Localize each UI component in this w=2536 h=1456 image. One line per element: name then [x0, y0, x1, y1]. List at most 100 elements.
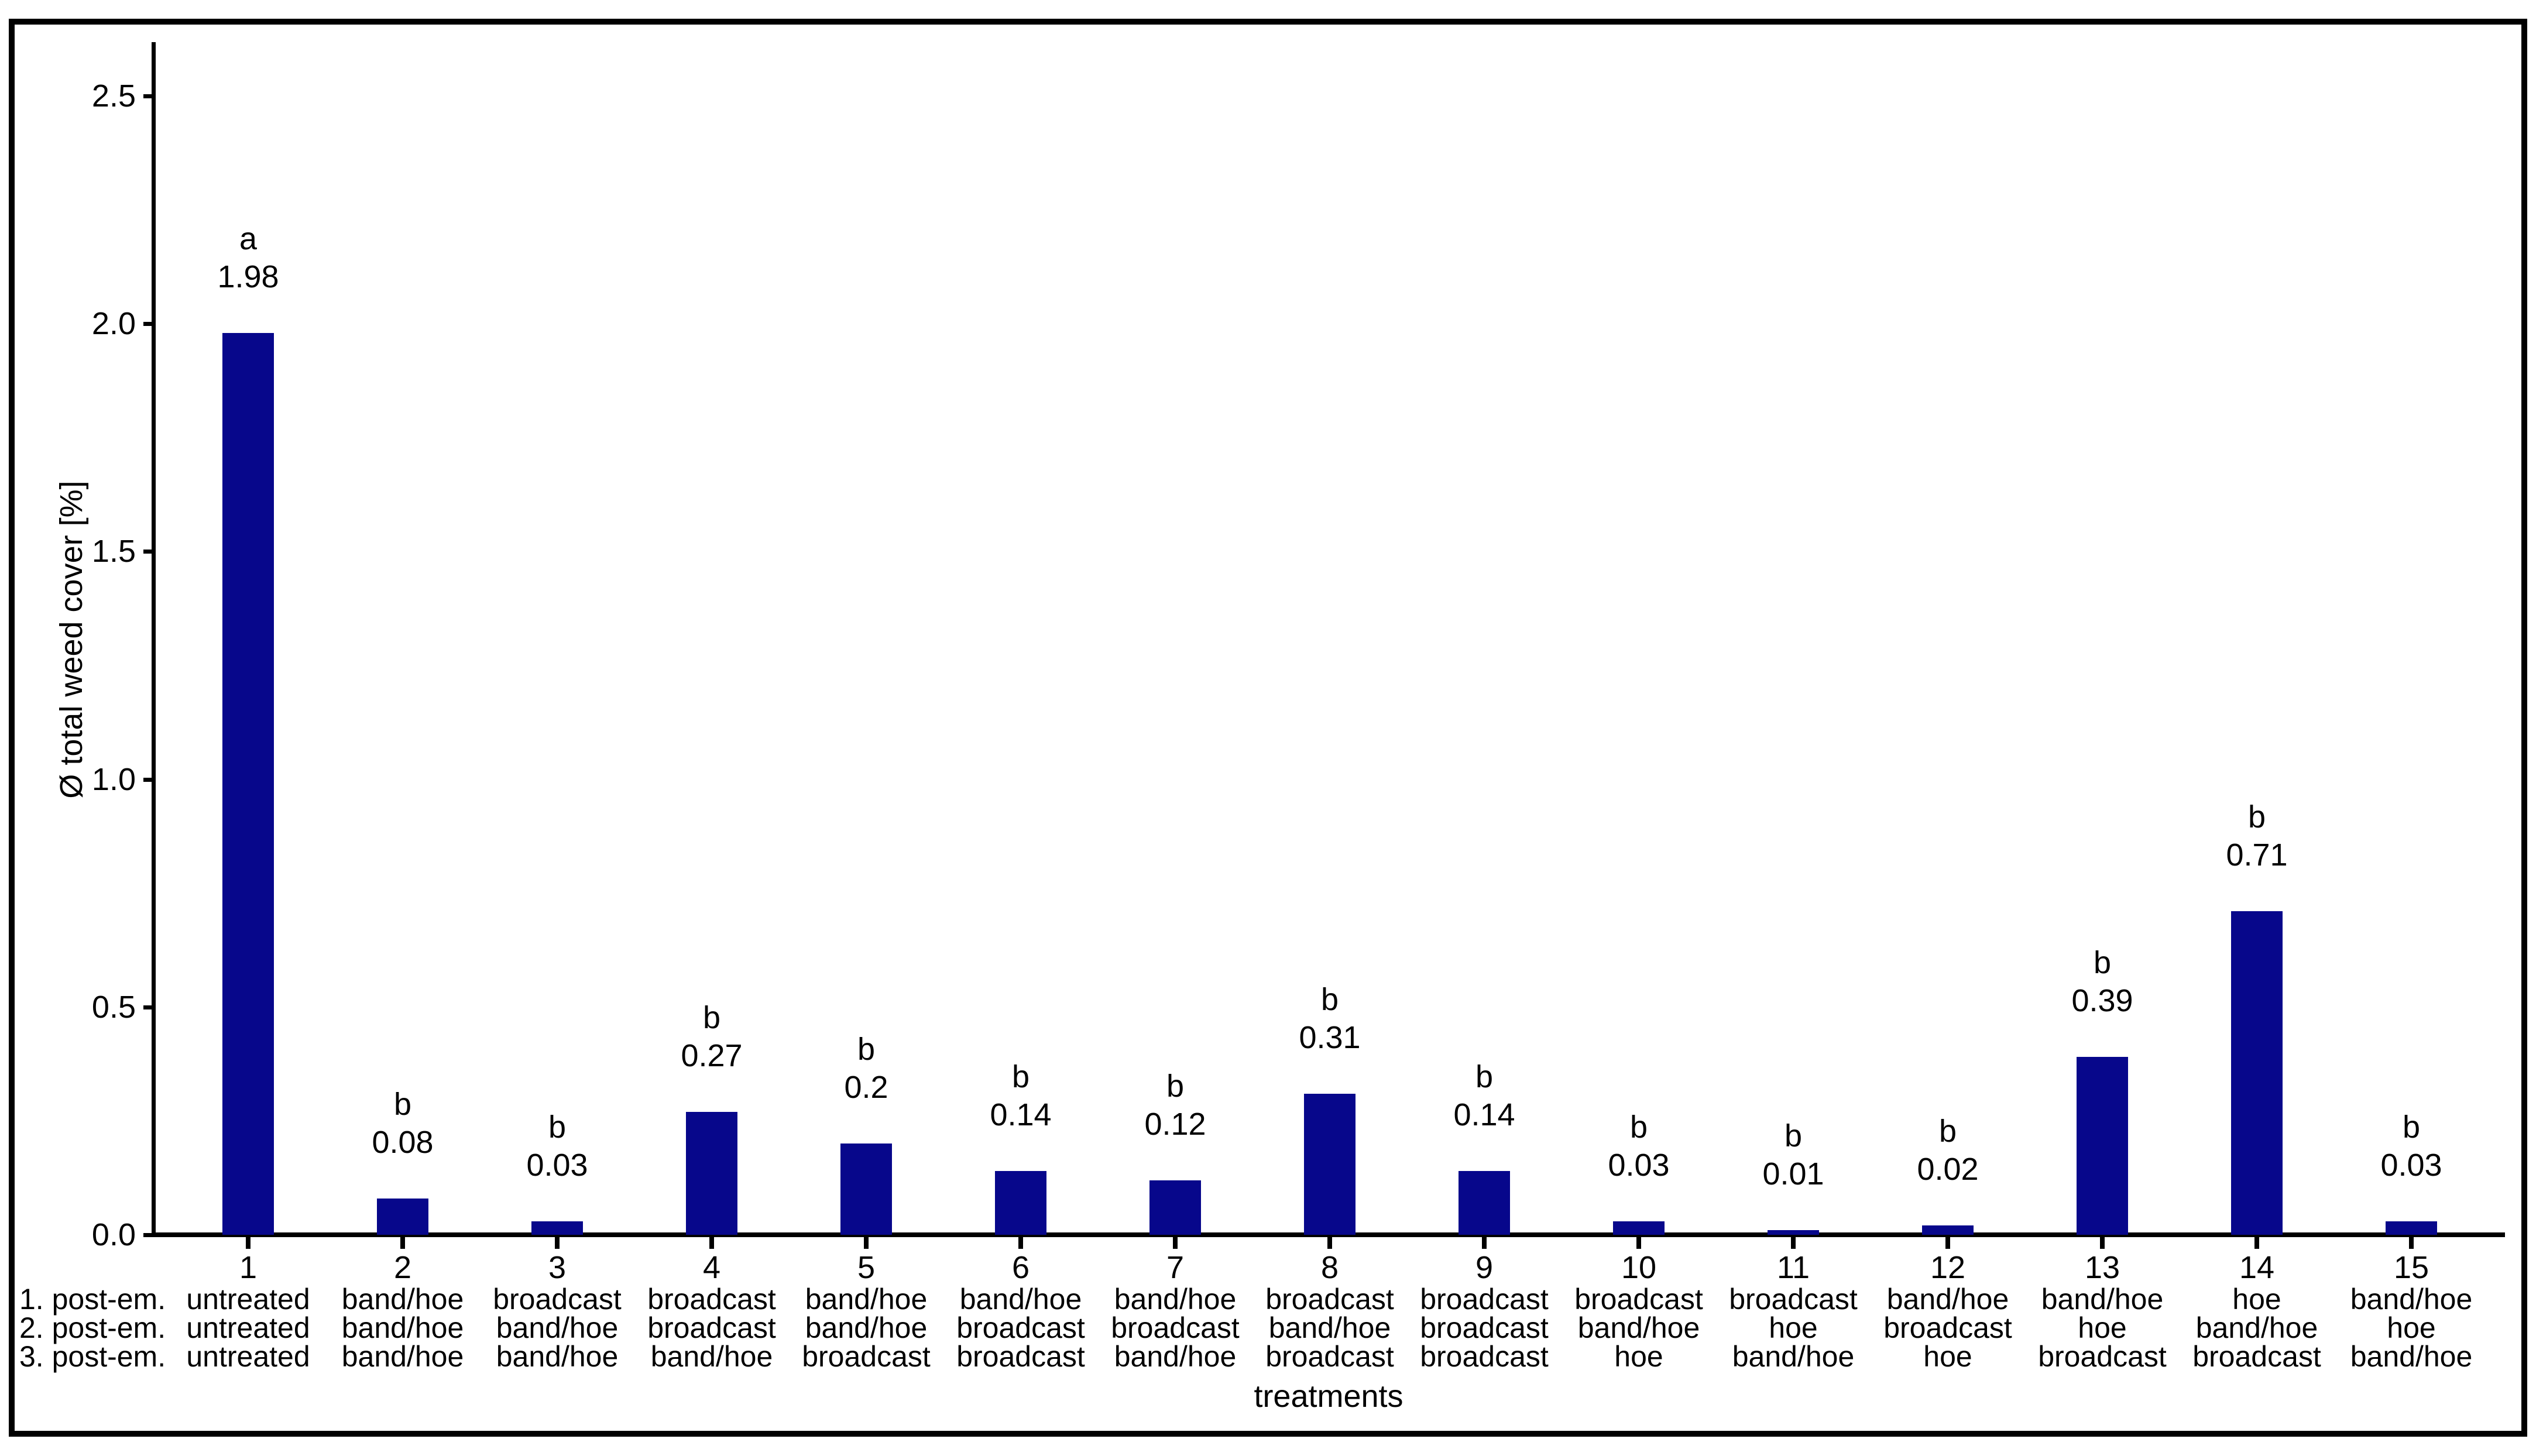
- treatment-row-label: untreated: [186, 1340, 310, 1373]
- significance-letter: b: [702, 1000, 721, 1035]
- x-tick-label: 9: [1475, 1250, 1494, 1285]
- x-tick-label: 10: [1621, 1250, 1657, 1285]
- bar-value-label: 0.02: [1917, 1152, 1979, 1187]
- significance-letter: b: [1475, 1059, 1494, 1094]
- treatment-row-label: hoe: [1923, 1340, 1972, 1373]
- treatment-row-label: band/hoe: [496, 1311, 619, 1344]
- bar: [1459, 1171, 1510, 1235]
- treatment-row-label: broadcast: [2192, 1340, 2321, 1373]
- treatment-row-label: hoe: [2232, 1283, 2281, 1316]
- bar-annotation: a 1.98: [160, 220, 336, 296]
- y-tick-mark: [143, 1005, 153, 1009]
- bar: [1768, 1230, 1819, 1235]
- bar-annotation: b 0.03: [2324, 1108, 2499, 1184]
- bar: [377, 1199, 428, 1235]
- bar-annotation: b 0.03: [469, 1108, 645, 1184]
- bar: [2231, 911, 2283, 1235]
- treatment-row-label: band/hoe: [650, 1340, 773, 1373]
- bar: [1613, 1221, 1665, 1235]
- y-tick-mark: [143, 550, 153, 554]
- treatment-row-label: broadcast: [802, 1340, 931, 1373]
- x-tick-label: 11: [1776, 1250, 1810, 1285]
- bar: [1922, 1225, 1974, 1235]
- treatment-row-label: broadcast: [956, 1340, 1085, 1373]
- x-tick-mark: [2409, 1237, 2414, 1249]
- significance-letter: b: [2402, 1110, 2421, 1145]
- treatment-row-label: band/hoe: [805, 1283, 928, 1316]
- treatment-row-label: untreated: [186, 1311, 310, 1344]
- bar-annotation: b 0.2: [778, 1031, 954, 1107]
- treatment-row-label: band/hoe: [2041, 1283, 2164, 1316]
- bar-value-label: 0.03: [1608, 1148, 1670, 1183]
- x-tick-label: 15: [2393, 1250, 2429, 1285]
- significance-letter: b: [1784, 1118, 1803, 1153]
- bar-annotation: b 0.12: [1087, 1067, 1263, 1143]
- x-tick-mark: [2100, 1237, 2105, 1249]
- treatment-row-label: untreated: [186, 1283, 310, 1316]
- x-tick-mark: [555, 1237, 560, 1249]
- x-tick-label: 6: [1011, 1250, 1030, 1285]
- x-tick-mark: [1791, 1237, 1796, 1249]
- treatment-row-label: broadcast: [1420, 1283, 1549, 1316]
- bar-value-label: 0.31: [1299, 1020, 1361, 1055]
- treatment-row-label: band/hoe: [1114, 1340, 1237, 1373]
- treatment-row-label: hoe: [2078, 1311, 2127, 1344]
- bar: [995, 1171, 1046, 1235]
- y-axis-line: [152, 42, 156, 1237]
- treatment-row-label: band/hoe: [2350, 1340, 2473, 1373]
- x-tick-mark: [1018, 1237, 1023, 1249]
- row-header-post-em-1: 1. post-em.: [19, 1283, 166, 1316]
- y-tick-label: 1.0: [91, 762, 136, 797]
- treatment-row-label: broadcast: [1420, 1340, 1549, 1373]
- bar-annotation: b 0.14: [1396, 1058, 1572, 1134]
- bar-value-label: 1.98: [217, 259, 279, 294]
- treatment-row-label: broadcast: [1883, 1311, 2012, 1344]
- treatment-row-label: broadcast: [1729, 1283, 1858, 1316]
- bar-value-label: 0.03: [2380, 1148, 2442, 1183]
- x-tick-label: 4: [702, 1250, 721, 1285]
- significance-letter: b: [1166, 1069, 1185, 1104]
- significance-letter: b: [1011, 1059, 1030, 1094]
- bar-value-label: 0.27: [681, 1038, 743, 1073]
- treatment-row-label: broadcast: [1265, 1340, 1394, 1373]
- treatment-row-label: band/hoe: [341, 1311, 464, 1344]
- significance-letter: b: [393, 1087, 412, 1122]
- treatment-row-label: broadcast: [1574, 1283, 1703, 1316]
- treatment-row-label: band/hoe: [1732, 1340, 1855, 1373]
- significance-letter: b: [548, 1110, 567, 1145]
- x-axis-title: treatments: [1254, 1379, 1403, 1414]
- treatment-row-label: hoe: [2387, 1311, 2436, 1344]
- bar-value-label: 0.03: [526, 1148, 588, 1183]
- bar-value-label: 0.14: [990, 1097, 1052, 1132]
- bar-annotation: b 0.27: [624, 999, 799, 1075]
- treatment-row-label: band/hoe: [496, 1340, 619, 1373]
- y-tick-label: 1.5: [91, 534, 136, 569]
- bar-value-label: 0.71: [2226, 837, 2288, 873]
- bar: [531, 1221, 583, 1235]
- significance-letter: b: [1629, 1110, 1648, 1145]
- bar-annotation: b 0.01: [1705, 1117, 1881, 1193]
- bar-annotation: b 0.39: [2015, 944, 2190, 1020]
- bar-annotation: b 0.14: [933, 1058, 1109, 1134]
- treatment-row-label: broadcast: [956, 1311, 1085, 1344]
- bar: [222, 333, 274, 1235]
- bar-value-label: 0.08: [372, 1125, 434, 1160]
- treatment-row-label: band/hoe: [1886, 1283, 2009, 1316]
- x-tick-label: 7: [1166, 1250, 1185, 1285]
- treatment-row-label: band/hoe: [2195, 1311, 2318, 1344]
- bar: [1149, 1180, 1201, 1235]
- treatment-row-label: hoe: [1769, 1311, 1818, 1344]
- bar-annotation: b 0.03: [1551, 1108, 1727, 1184]
- chart-outer-frame: [9, 19, 2527, 1437]
- x-tick-label: 12: [1930, 1250, 1966, 1285]
- bar: [2386, 1221, 2437, 1235]
- x-tick-mark: [1327, 1237, 1332, 1249]
- treatment-row-label: hoe: [1614, 1340, 1663, 1373]
- bar-annotation: b 0.08: [315, 1086, 490, 1162]
- bar-annotation: b 0.02: [1860, 1112, 2036, 1189]
- bar-value-label: 0.01: [1762, 1156, 1824, 1191]
- bar-annotation: b 0.71: [2169, 798, 2345, 874]
- row-header-post-em-3: 3. post-em.: [19, 1340, 166, 1373]
- treatment-row-label: band/hoe: [1577, 1311, 1700, 1344]
